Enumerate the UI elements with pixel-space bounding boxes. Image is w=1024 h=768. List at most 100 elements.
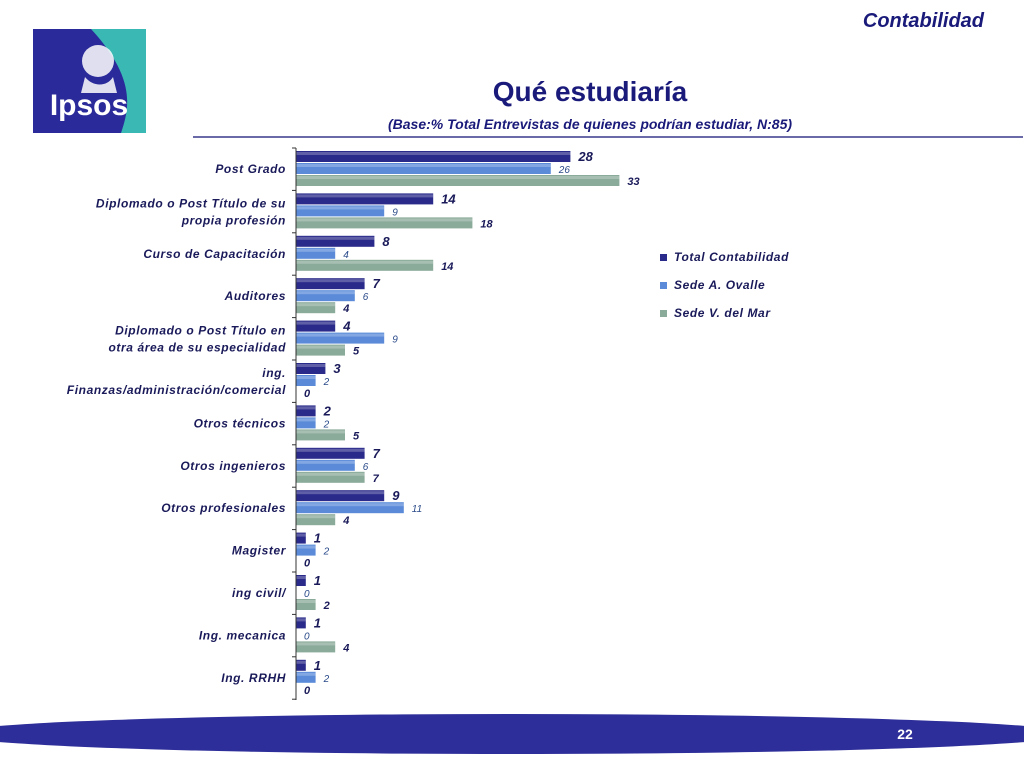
data-label: 2 <box>323 600 330 612</box>
data-label: 9 <box>392 207 398 218</box>
data-label: 3 <box>333 361 341 376</box>
category-label: Otros ingenieros <box>180 459 286 473</box>
bar <box>296 599 316 610</box>
category-label-line: ing civil/ <box>232 586 287 600</box>
category-label-line: Otros ingenieros <box>180 459 286 473</box>
bar-highlight <box>296 448 365 452</box>
bar-highlight <box>296 460 355 464</box>
bar-highlight <box>296 194 434 198</box>
bar-highlight <box>296 333 385 337</box>
data-label: 2 <box>323 674 330 685</box>
bar-highlight <box>296 176 620 179</box>
bar <box>296 344 345 356</box>
bar <box>296 544 316 556</box>
legend-label: Sede A. Ovalle <box>674 278 766 292</box>
bar-highlight <box>296 600 316 603</box>
bar-highlight <box>296 218 473 222</box>
bar <box>296 641 336 653</box>
bar <box>296 163 551 174</box>
bar <box>296 405 316 417</box>
category-label-line: otra área de su especialidad <box>108 341 286 355</box>
bar <box>296 532 306 544</box>
bar-highlight <box>296 206 385 210</box>
bar-highlight <box>296 345 345 349</box>
bar-highlight <box>296 430 345 434</box>
data-label: 2 <box>323 419 330 430</box>
bar <box>296 259 434 271</box>
data-label: 2 <box>323 377 330 388</box>
category-label: Otros técnicos <box>194 416 286 430</box>
bar-highlight <box>296 503 404 507</box>
data-label: 33 <box>627 176 639 188</box>
bar-highlight <box>296 321 336 325</box>
bar-highlight <box>296 491 385 495</box>
bar-highlight <box>296 152 571 155</box>
bar <box>296 290 355 302</box>
data-label: 7 <box>373 276 381 291</box>
category-label: Diplomado o Post Título en otra área de s… <box>108 324 286 355</box>
bar <box>296 217 473 229</box>
data-label: 8 <box>382 234 390 249</box>
bar <box>296 363 326 374</box>
legend-item: Sede A. Ovalle <box>660 278 789 306</box>
data-label: 1 <box>314 573 321 588</box>
bar-highlight <box>296 533 306 537</box>
category-label: Ing. RRHH <box>221 671 286 685</box>
category-label-line: Auditores <box>224 289 286 303</box>
chart-title: Qué estudiaría <box>492 76 688 107</box>
category-label-line: Magister <box>232 544 287 558</box>
category-label-line: propia profesión <box>181 213 286 227</box>
bar <box>296 278 365 290</box>
legend-item: Sede V. del Mar <box>660 306 789 334</box>
bar-highlight <box>296 406 316 410</box>
data-label: 26 <box>558 165 571 176</box>
bar <box>296 235 375 247</box>
data-label: 14 <box>441 191 456 206</box>
bar-highlight <box>296 545 316 549</box>
data-label: 0 <box>304 631 310 642</box>
bar <box>296 375 316 386</box>
data-label: 6 <box>363 462 369 473</box>
bar <box>296 490 385 502</box>
data-label: 0 <box>304 685 311 697</box>
bar-highlight <box>296 642 336 646</box>
legend-swatch <box>660 310 667 317</box>
legend-item: Total Contabilidad <box>660 250 789 278</box>
data-label: 1 <box>314 531 321 546</box>
category-label: Auditores <box>224 289 286 303</box>
bar <box>296 617 306 629</box>
bar-highlight <box>296 236 375 240</box>
bar <box>296 175 620 186</box>
data-label: 0 <box>304 589 310 600</box>
bar-highlight <box>296 418 316 422</box>
bar <box>296 502 404 514</box>
logo-text: Ipsos <box>50 89 128 122</box>
data-label: 1 <box>314 658 321 673</box>
data-label: 2 <box>323 403 332 418</box>
category-label: Ing. mecanica <box>199 628 286 642</box>
bar <box>296 151 571 162</box>
bar-highlight <box>296 303 336 307</box>
data-label: 4 <box>342 319 351 334</box>
chart-legend: Total Contabilidad Sede A. Ovalle Sede V. … <box>660 250 789 334</box>
bar <box>296 514 336 526</box>
data-label: 7 <box>373 473 380 485</box>
legend-swatch <box>660 282 667 289</box>
bar-highlight <box>296 472 365 476</box>
bar <box>296 332 385 344</box>
category-label: Otros profesionales <box>161 501 286 515</box>
category-label: Curso de Capacitación <box>143 247 286 261</box>
bar <box>296 575 306 586</box>
data-label: 6 <box>363 292 369 303</box>
bar <box>296 459 355 471</box>
data-label: 5 <box>353 346 360 358</box>
bar <box>296 429 345 441</box>
bar-highlight <box>296 660 306 664</box>
legend-swatch <box>660 254 667 261</box>
bar <box>296 671 316 683</box>
category-label: Diplomado o Post Título de su propia prof… <box>96 196 286 227</box>
bar-highlight <box>296 164 551 167</box>
data-label: 28 <box>577 149 593 164</box>
category-label-line: Otros técnicos <box>194 416 286 430</box>
bar-highlight <box>296 260 434 264</box>
